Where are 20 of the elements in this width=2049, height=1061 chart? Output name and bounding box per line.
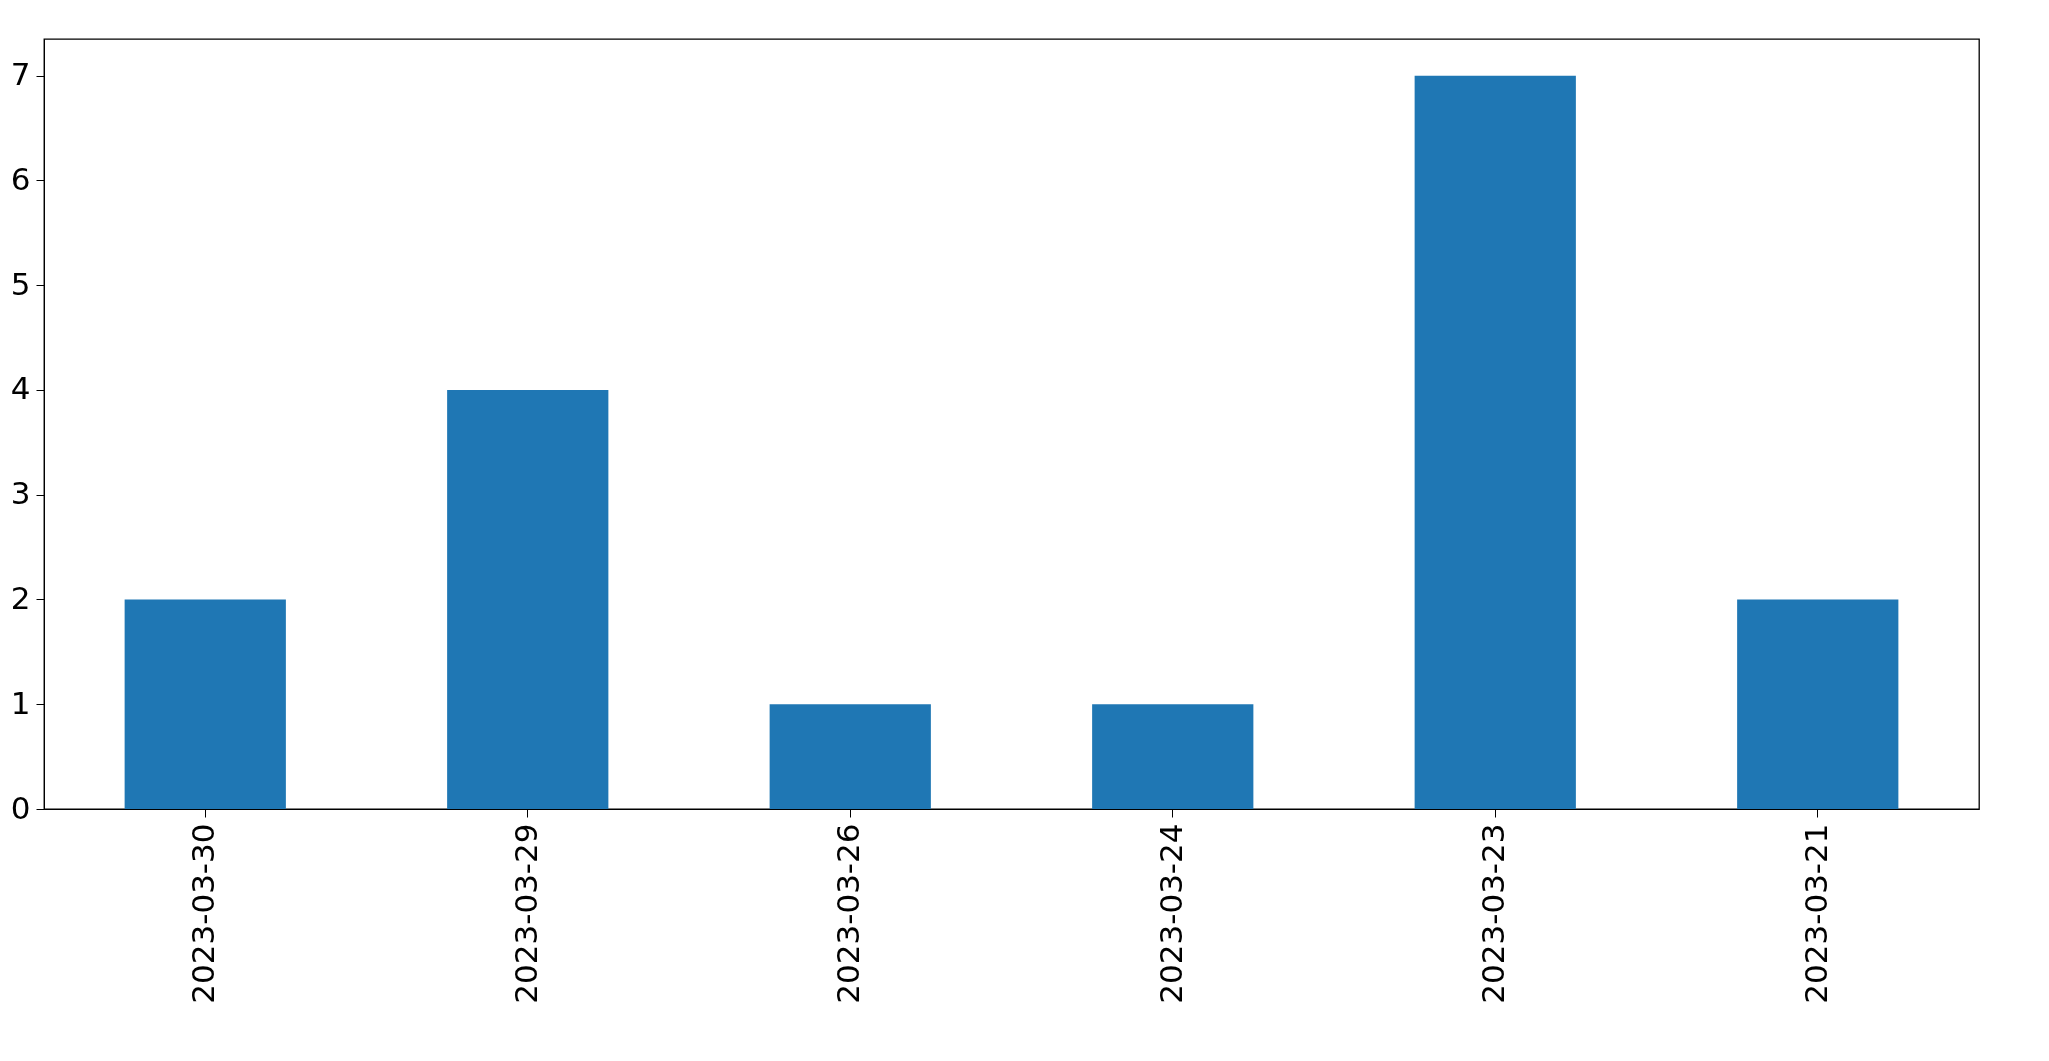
x-tick-label: 2023-03-23 — [1475, 823, 1512, 1004]
x-tick-label: 2023-03-26 — [830, 823, 867, 1004]
y-tick-label: 7 — [10, 56, 31, 93]
x-tick-label: 2023-03-30 — [185, 823, 222, 1004]
y-tick-label: 4 — [10, 370, 31, 407]
y-tick-label: 5 — [10, 265, 31, 302]
x-tick-label: 2023-03-24 — [1152, 823, 1189, 1004]
bar — [1737, 599, 1899, 809]
x-tick-label: 2023-03-21 — [1797, 823, 1834, 1004]
y-tick-label: 6 — [10, 160, 31, 197]
bar — [124, 599, 286, 809]
y-tick-label: 3 — [10, 475, 31, 512]
bar — [447, 389, 609, 809]
y-tick-label: 0 — [10, 789, 31, 826]
bar — [1414, 75, 1576, 809]
y-tick-label: 1 — [10, 684, 31, 721]
y-tick-label: 2 — [10, 579, 31, 616]
bar — [1092, 704, 1254, 809]
bar — [769, 704, 931, 809]
x-tick-label: 2023-03-29 — [507, 823, 544, 1004]
